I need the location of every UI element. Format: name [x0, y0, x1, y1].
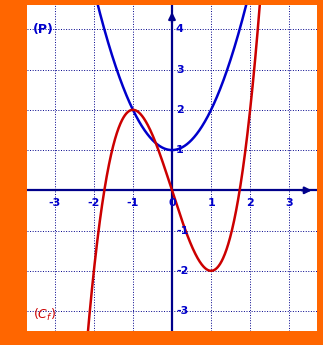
Text: 1: 1	[207, 198, 215, 208]
Text: -2: -2	[176, 266, 188, 276]
Text: -1: -1	[176, 226, 188, 236]
Text: 2: 2	[246, 198, 254, 208]
Text: (P): (P)	[33, 23, 54, 36]
Text: -3: -3	[49, 198, 61, 208]
Text: $(C_f)$: $(C_f)$	[33, 307, 56, 323]
Text: 4: 4	[176, 24, 184, 34]
Text: -2: -2	[88, 198, 100, 208]
Text: -1: -1	[127, 198, 139, 208]
Text: 1: 1	[176, 145, 184, 155]
Text: 3: 3	[176, 65, 183, 75]
Text: 0: 0	[168, 198, 176, 208]
Text: 2: 2	[176, 105, 184, 115]
Text: 3: 3	[286, 198, 293, 208]
Text: -3: -3	[176, 306, 188, 316]
